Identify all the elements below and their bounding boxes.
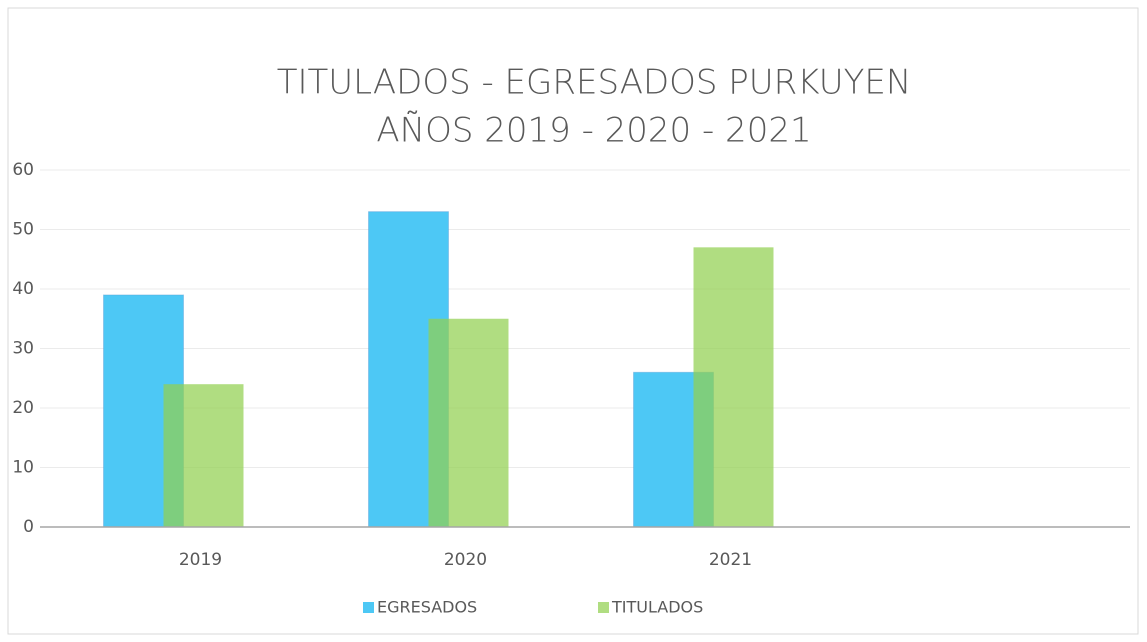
y-tick-label: 0: [23, 517, 34, 537]
y-tick-label: 60: [12, 160, 34, 180]
x-tick-label: 2020: [444, 550, 487, 570]
y-tick-label: 40: [12, 279, 34, 299]
x-tick-label: 2021: [709, 550, 752, 570]
chart-title: TITULADOS - EGRESADOS PURKUYEN: [277, 63, 912, 103]
x-tick-label: 2019: [179, 550, 222, 570]
legend-swatch: [598, 602, 609, 613]
legend-label: TITULADOS: [611, 598, 703, 617]
y-tick-label: 10: [12, 458, 34, 478]
chart-subtitle: AÑOS 2019 - 2020 - 2021: [376, 111, 811, 151]
legend-label: EGRESADOS: [377, 598, 477, 617]
bar: [428, 318, 509, 527]
y-tick-label: 30: [12, 339, 34, 359]
bar: [163, 384, 244, 527]
legend-swatch: [363, 602, 374, 613]
bar: [693, 247, 774, 527]
y-tick-label: 50: [12, 220, 34, 240]
chart-border: [7, 7, 1139, 635]
y-tick-label: 20: [12, 398, 34, 418]
